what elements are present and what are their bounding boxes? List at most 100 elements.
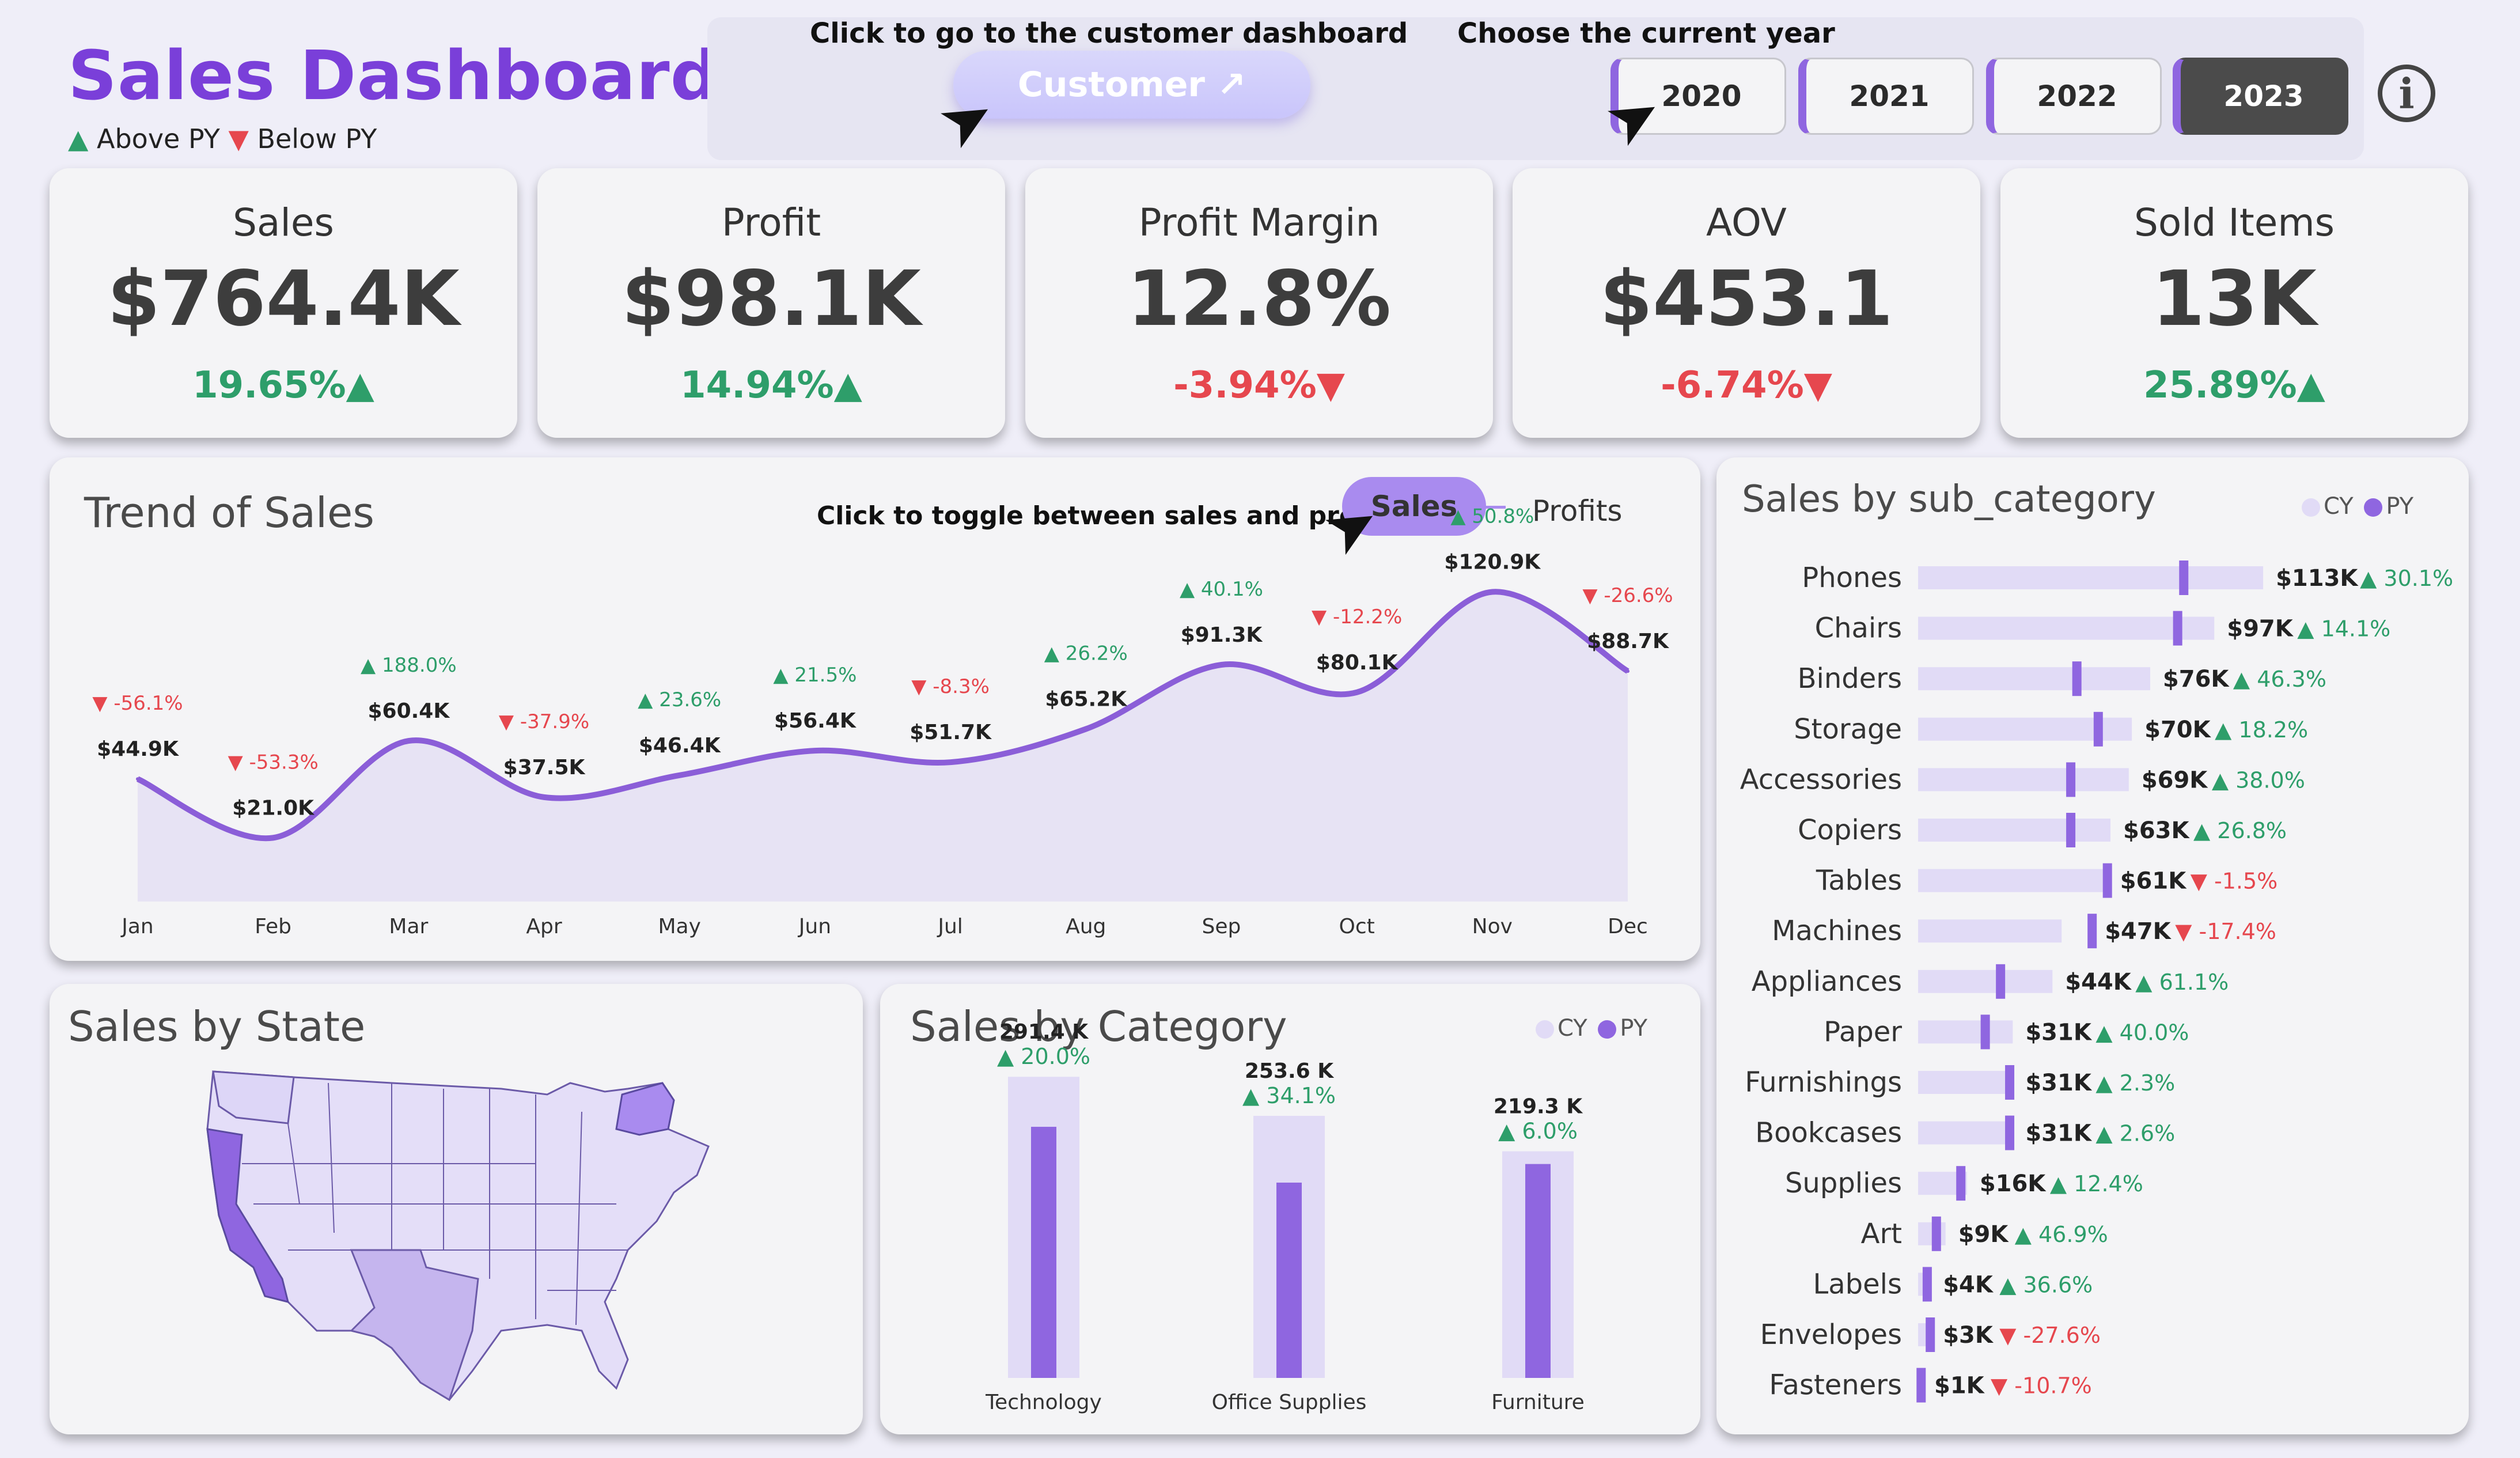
trend-x-tick: May [658, 915, 701, 938]
kpi-card-sales: Sales $764.4K 19.65%▲ [50, 168, 517, 438]
category-py-bar [1525, 1164, 1551, 1378]
subcategory-value-label: $44K [2065, 969, 2132, 995]
info-icon[interactable]: i [2378, 65, 2435, 122]
below-py-marker: ▼ [228, 123, 249, 154]
subcategory-py-marker [1931, 1216, 1941, 1251]
trend-x-tick: Nov [1472, 915, 1513, 938]
category-value-label: 219.3 K [1494, 1095, 1583, 1119]
subcategory-y-tick: Envelopes [1760, 1319, 1902, 1351]
category-chart: 291.4 K▲ 20.0% Technology 253.6 K▲ 34.1% Of… [985, 1020, 1585, 1414]
subcategory-change-label: ▼ -10.7% [1991, 1373, 2092, 1399]
trend-change-label: ▲ 26.2% [1044, 642, 1128, 665]
toggle-sales-button[interactable]: Sales [1342, 477, 1486, 536]
trend-x-tick: Mar [389, 915, 428, 938]
kpi-value: $98.1K [622, 255, 921, 343]
subcategory-change-label: ▲ 61.1% [2135, 970, 2229, 995]
subcategory-value-label: $70K [2144, 717, 2211, 743]
subcategory-change-label: ▲ 46.9% [2015, 1222, 2108, 1247]
subcategory-change-label: ▲ 26.8% [2193, 818, 2287, 843]
kpi-label: Sales [233, 200, 334, 245]
kpi-change: -6.74%▼ [1661, 364, 1832, 407]
subcategory-y-tick: Binders [1798, 662, 1902, 695]
kpi-label: AOV [1706, 200, 1787, 245]
trend-point [813, 749, 817, 753]
subcategory-py-marker [1996, 964, 2006, 999]
subcategory-change-label: ▲ 2.3% [2095, 1070, 2175, 1096]
kpi-change: 25.89%▲ [2143, 364, 2325, 407]
toggle-profits-button[interactable]: Profits [1532, 494, 1623, 528]
subcategory-value-label: $61K [2120, 868, 2187, 895]
subcategory-title: Sales by sub_category [1742, 478, 2156, 521]
trend-change-label: ▼ -26.6% [1582, 584, 1673, 607]
subcategory-change-label: ▼ -27.6% [1999, 1323, 2101, 1348]
subcategory-cy-bar [1918, 819, 2111, 842]
trend-x-tick: Jun [798, 915, 831, 938]
toggle-connector [1485, 506, 1506, 509]
kpi-value: $453.1 [1600, 255, 1893, 343]
subcategory-y-tick: Bookcases [1755, 1117, 1902, 1149]
trend-x-tick: Jan [120, 915, 154, 938]
subcategory-change-label: ▲ 2.6% [2095, 1121, 2175, 1146]
subcategory-value-label: $63K [2123, 817, 2190, 844]
year-button-2022[interactable]: 2022 [1986, 58, 2162, 135]
kpi-label: Profit [721, 200, 821, 245]
trend-change-label: ▲ 50.8% [1450, 505, 1534, 528]
subcategory-y-tick: Labels [1813, 1268, 1903, 1300]
subcategory-value-label: $31K [2025, 1070, 2092, 1096]
state-new-york [615, 1082, 675, 1136]
trend-value-label: $46.4K [639, 734, 721, 758]
trend-point [1084, 727, 1088, 731]
category-py-bar [1031, 1127, 1056, 1378]
dashboard-title: Sales Dashboard [68, 36, 720, 115]
kpi-value: 13K [2152, 255, 2317, 343]
kpi-change: -3.94%▼ [1173, 364, 1345, 407]
subcategory-change-label: ▲ 12.4% [2050, 1171, 2143, 1196]
subcategory-cy-bar [1918, 869, 2105, 892]
subcategory-y-tick: Paper [1824, 1016, 1902, 1048]
trend-change-label: ▼ -56.1% [92, 692, 183, 715]
subcategory-value-label: $31K [2025, 1019, 2092, 1046]
subcategory-py-marker [1922, 1267, 1932, 1302]
subcategory-change-label: ▲ 40.0% [2095, 1020, 2189, 1045]
trend-x-tick: Oct [1339, 915, 1375, 938]
subcategory-value-label: $4K [1943, 1271, 1994, 1298]
trend-point [1626, 669, 1630, 673]
subcategory-value-label: $76K [2163, 666, 2230, 692]
category-title: Sales by Category [910, 1002, 1287, 1051]
subcategory-cy-bar [1918, 667, 2150, 691]
trend-point [949, 760, 953, 764]
cy-legend-dot [2302, 498, 2320, 517]
kpi-label: Profit Margin [1138, 200, 1380, 245]
subcategory-y-tick: Supplies [1785, 1167, 1902, 1199]
trend-point [1490, 590, 1494, 594]
trend-change-label: ▲ 23.6% [638, 688, 721, 711]
customer-dashboard-button[interactable]: Customer ↗ [953, 51, 1310, 119]
subcategory-py-marker [1956, 1166, 1966, 1201]
subcategory-py-marker [2066, 813, 2076, 847]
subcategory-cy-bar [1918, 919, 2062, 943]
year-button-2023[interactable]: 2023 [2173, 58, 2348, 135]
trend-point [271, 836, 275, 840]
subcategory-y-tick: Storage [1794, 713, 1902, 745]
category-legend: CY PY [1532, 1015, 1647, 1042]
subcategory-y-tick: Machines [1772, 915, 1902, 947]
subcategory-value-label: $69K [2142, 767, 2208, 793]
subcategory-py-marker [2173, 611, 2182, 646]
category-x-tick: Technology [985, 1391, 1102, 1414]
py-legend-label: PY [2386, 493, 2414, 520]
year-button-2021[interactable]: 2021 [1798, 58, 1974, 135]
trend-x-tick: Aug [1066, 915, 1106, 938]
subcategory-cy-bar [1918, 616, 2215, 640]
year-button-2020[interactable]: 2020 [1610, 58, 1786, 135]
above-py-label: Above PY [97, 123, 220, 154]
subcategory-change-label: ▲ 18.2% [2215, 717, 2308, 743]
kpi-change: 14.94%▲ [680, 364, 862, 407]
subcategory-change-label: ▲ 14.1% [2297, 616, 2390, 642]
subcategory-py-marker [2087, 914, 2097, 949]
subcategory-py-marker [2005, 1065, 2015, 1100]
subcategory-change-label: ▼ -1.5% [2191, 869, 2278, 894]
subcategory-py-marker [2066, 762, 2076, 797]
kpi-value: 12.8% [1127, 255, 1391, 343]
trend-value-label: $91.3K [1181, 623, 1263, 647]
trend-value-label: $65.2K [1045, 688, 1127, 711]
